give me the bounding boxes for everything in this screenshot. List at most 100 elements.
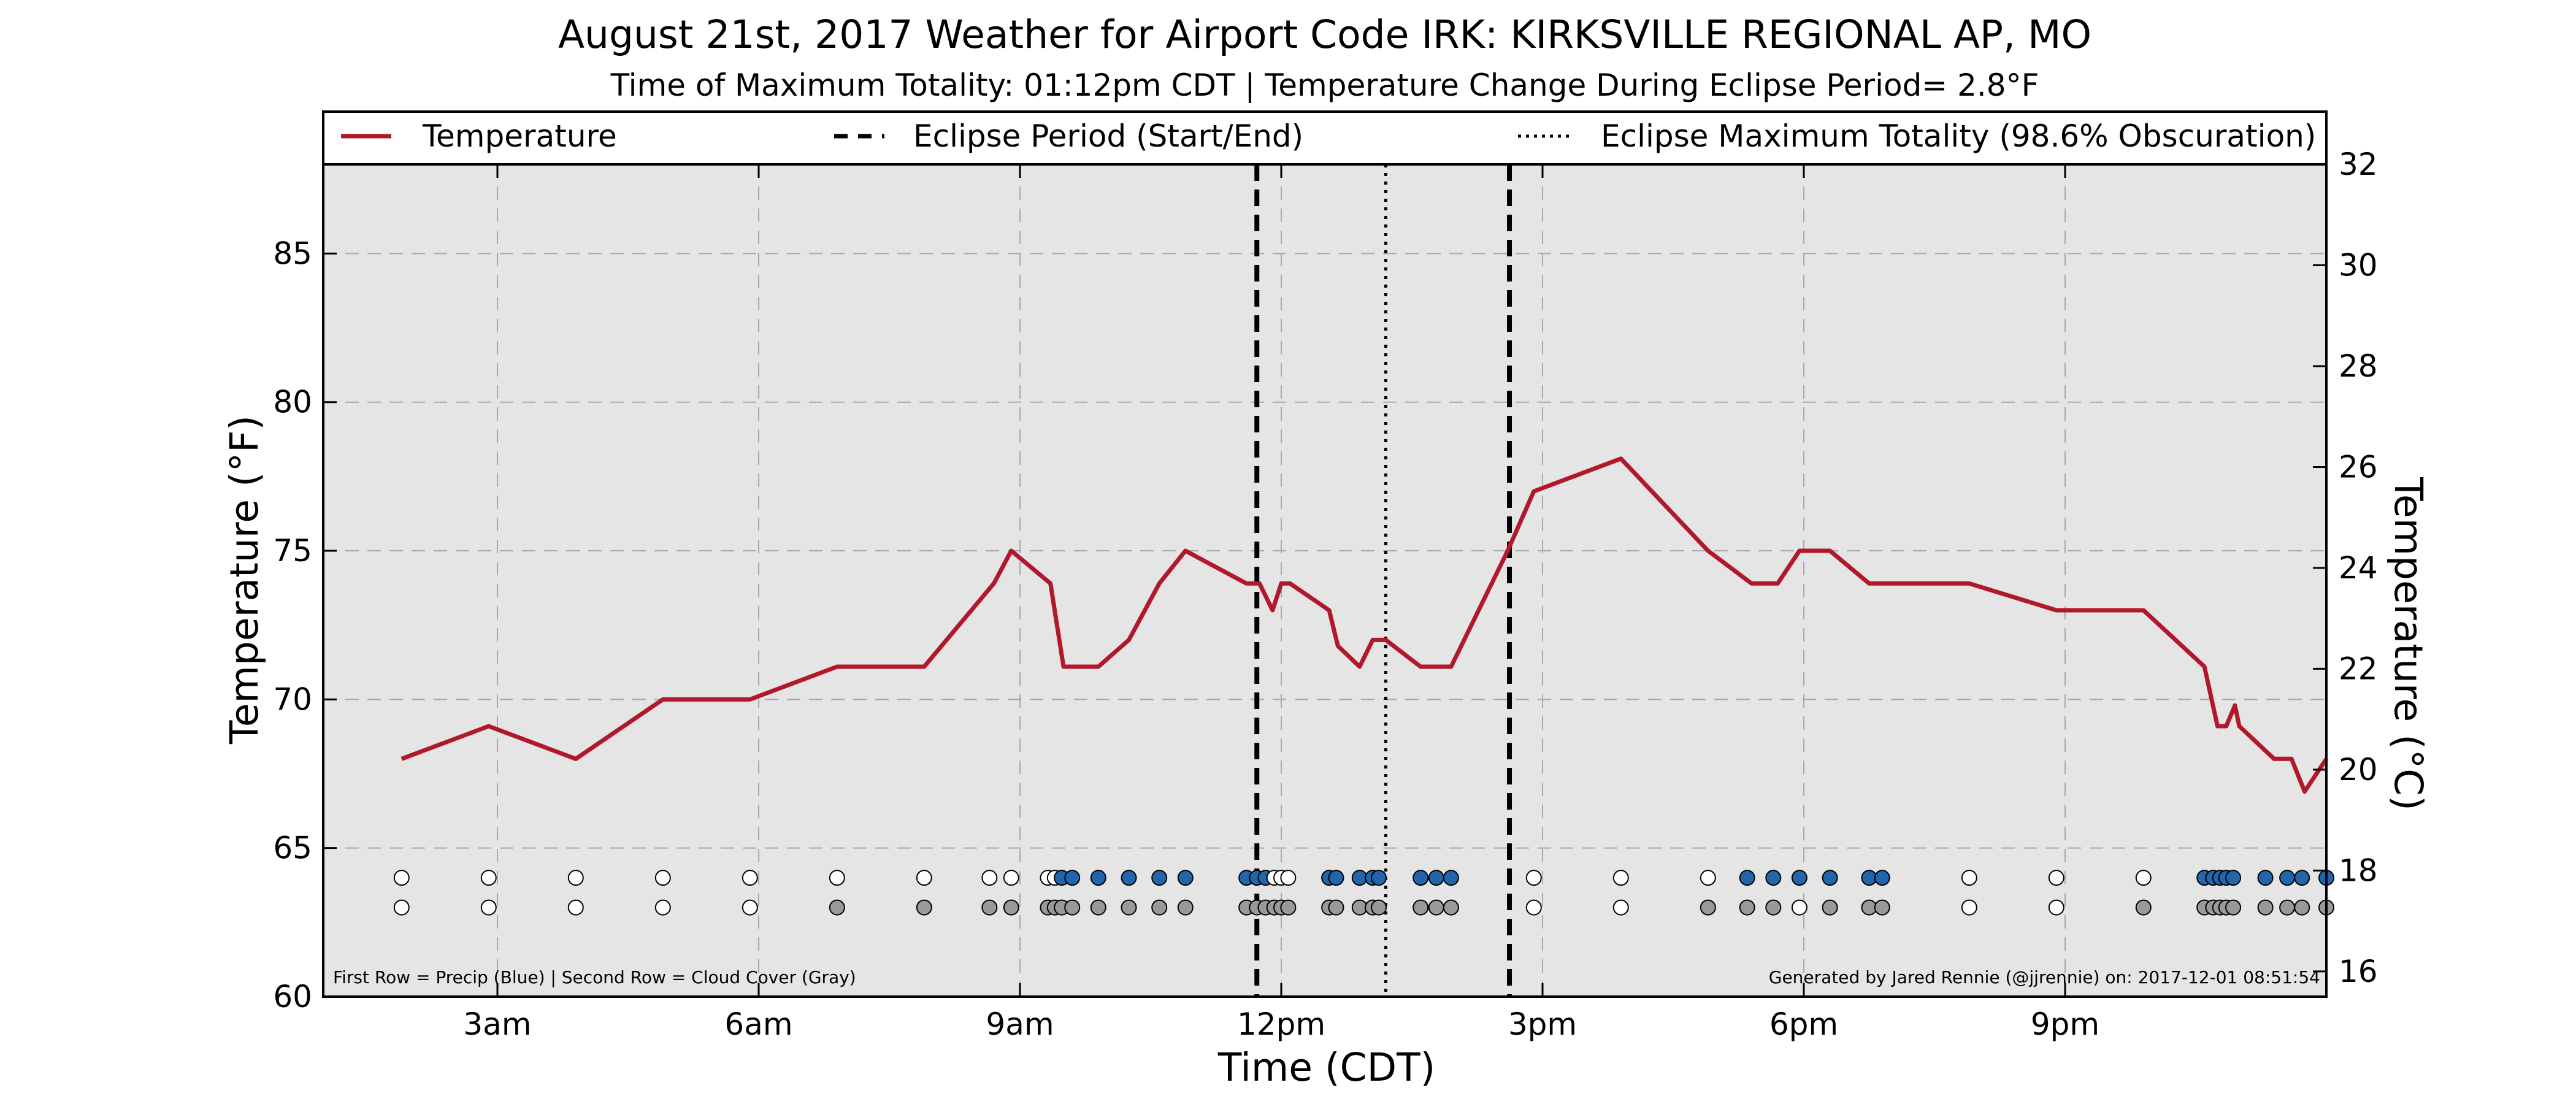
precip-marker: [2135, 870, 2152, 886]
grid-lines: [323, 164, 2326, 997]
y-right-tick-label: 28: [2339, 348, 2378, 384]
legend-box: [322, 110, 2328, 166]
cloud-cover-marker: [2257, 899, 2274, 916]
y-left-tick-label: 70: [273, 681, 312, 717]
cloud-cover-marker: [1003, 899, 1019, 916]
precip-marker: [1428, 870, 1444, 886]
x-tick-label: 9am: [986, 1006, 1054, 1042]
y-right-tick-label: 22: [2339, 651, 2378, 686]
precip-marker: [1090, 870, 1106, 886]
x-axis-ticks: 3am 6am 9am 12pm 3pm 6pm 9pm: [463, 164, 2099, 1042]
cloud-cover-marker: [1371, 899, 1387, 916]
cloud-cover-marker: [1064, 899, 1081, 916]
precip-marker: [916, 870, 932, 886]
y-right-tick-label: 26: [2339, 449, 2378, 485]
y-right-tick-label: 20: [2339, 752, 2378, 788]
precip-marker: [2279, 870, 2296, 886]
precip-marker: [2257, 870, 2274, 886]
cloud-cover-marker: [2279, 899, 2296, 916]
precip-marker: [1151, 870, 1168, 886]
y-left-tick-label: 85: [273, 236, 312, 271]
x-axis-label: Time (CDT): [1217, 1045, 1435, 1090]
cloud-cover-marker: [1525, 899, 1542, 916]
precip-marker: [1121, 870, 1137, 886]
cloud-cover-marker: [393, 899, 410, 916]
eclipse-lines: [1254, 164, 1512, 997]
precip-marker: [742, 870, 758, 886]
temperature-line: [401, 456, 2328, 794]
y-right-tick-label: 32: [2339, 147, 2378, 182]
y-axis-right-ticks: 16 18 20 22 24 26 28 30 32: [2313, 147, 2378, 989]
precip-marker: [654, 870, 671, 886]
cloud-cover-marker: [1151, 899, 1168, 916]
y-left-tick-label: 65: [273, 830, 312, 866]
y-right-tick-label: 24: [2339, 550, 2378, 586]
y-left-tick-label: 80: [273, 385, 312, 420]
chart-title: August 21st, 2017 Weather for Airport Co…: [558, 12, 2091, 57]
x-tick-label: 12pm: [1237, 1006, 1325, 1042]
precip-marker: [2294, 870, 2310, 886]
precip-marker: [1280, 870, 1297, 886]
cloud-cover-marker: [2225, 899, 2242, 916]
cloud-cover-marker: [1822, 899, 1838, 916]
precip-marker: [2048, 870, 2064, 886]
x-tick-label: 3pm: [1508, 1006, 1577, 1042]
y-axis-left-ticks: 60 65 70 75 80 85: [273, 236, 337, 1014]
cloud-cover-marker: [916, 899, 932, 916]
precip-marker: [1371, 870, 1387, 886]
precip-marker: [1791, 870, 1807, 886]
precip-marker: [2225, 870, 2242, 886]
y-axis-right-label: Temperature (°C): [2386, 477, 2431, 811]
cloud-cover-marker: [1443, 899, 1459, 916]
cloud-cover-marker: [2294, 899, 2310, 916]
x-tick-label: 6pm: [1769, 1006, 1838, 1042]
precip-marker: [1822, 870, 1838, 886]
precip-marker: [829, 870, 845, 886]
cloud-cover-marker: [1739, 899, 1755, 916]
y-axis-left-label: Temperature (°F): [222, 415, 267, 745]
cloud-cover-marker: [1280, 899, 1297, 916]
legend-max-totality-label: Eclipse Maximum Totality (98.6% Obscurat…: [1601, 118, 2316, 154]
y-left-tick-label: 60: [273, 979, 312, 1014]
cloud-cover-marker: [742, 899, 758, 916]
cloud-cover-marker: [2135, 899, 2152, 916]
cloud-cover-marker: [1413, 899, 1429, 916]
cloud-cover-marker: [829, 899, 845, 916]
precip-marker: [393, 870, 410, 886]
x-tick-label: 3am: [463, 1006, 531, 1042]
cloud-cover-marker: [1700, 899, 1716, 916]
precip-marker: [1525, 870, 1542, 886]
precip-marker: [1874, 870, 1890, 886]
precip-marker: [1443, 870, 1459, 886]
cloud-cover-marker: [1090, 899, 1106, 916]
cloud-cover-marker: [1177, 899, 1194, 916]
precip-marker: [1739, 870, 1755, 886]
precip-marker: [1177, 870, 1194, 886]
footnote-left: First Row = Precip (Blue) | Second Row =…: [333, 967, 856, 987]
cloud-cover-marker: [1328, 899, 1344, 916]
precip-marker: [567, 870, 584, 886]
precip-marker: [480, 870, 497, 886]
cloud-cover-marker: [1121, 899, 1137, 916]
x-tick-label: 9pm: [2031, 1006, 2099, 1042]
x-tick-label: 6am: [724, 1006, 792, 1042]
legend-eclipse-period-label: Eclipse Period (Start/End): [913, 118, 1303, 154]
y-right-tick-label: 30: [2339, 247, 2378, 283]
cloud-cover-marker: [1765, 899, 1782, 916]
precip-marker: [1700, 870, 1716, 886]
legend-temperature-label: Temperature: [422, 118, 617, 154]
precip-marker: [1328, 870, 1344, 886]
precip-marker: [981, 870, 998, 886]
cloud-cover-marker: [1874, 899, 1890, 916]
cloud-cover-marker: [981, 899, 998, 916]
precip-marker: [1612, 870, 1629, 886]
cloud-cover-marker: [480, 899, 497, 916]
footnote-right: Generated by Jared Rennie (@jjrennie) on…: [1769, 967, 2320, 987]
chart-subtitle: Time of Maximum Totality: 01:12pm CDT | …: [610, 67, 2039, 103]
y-right-tick-label: 18: [2339, 853, 2378, 888]
y-right-tick-label: 16: [2339, 954, 2378, 989]
temperature-series: [401, 456, 2328, 794]
cloud-cover-marker: [1612, 899, 1629, 916]
precip-marker: [1064, 870, 1081, 886]
